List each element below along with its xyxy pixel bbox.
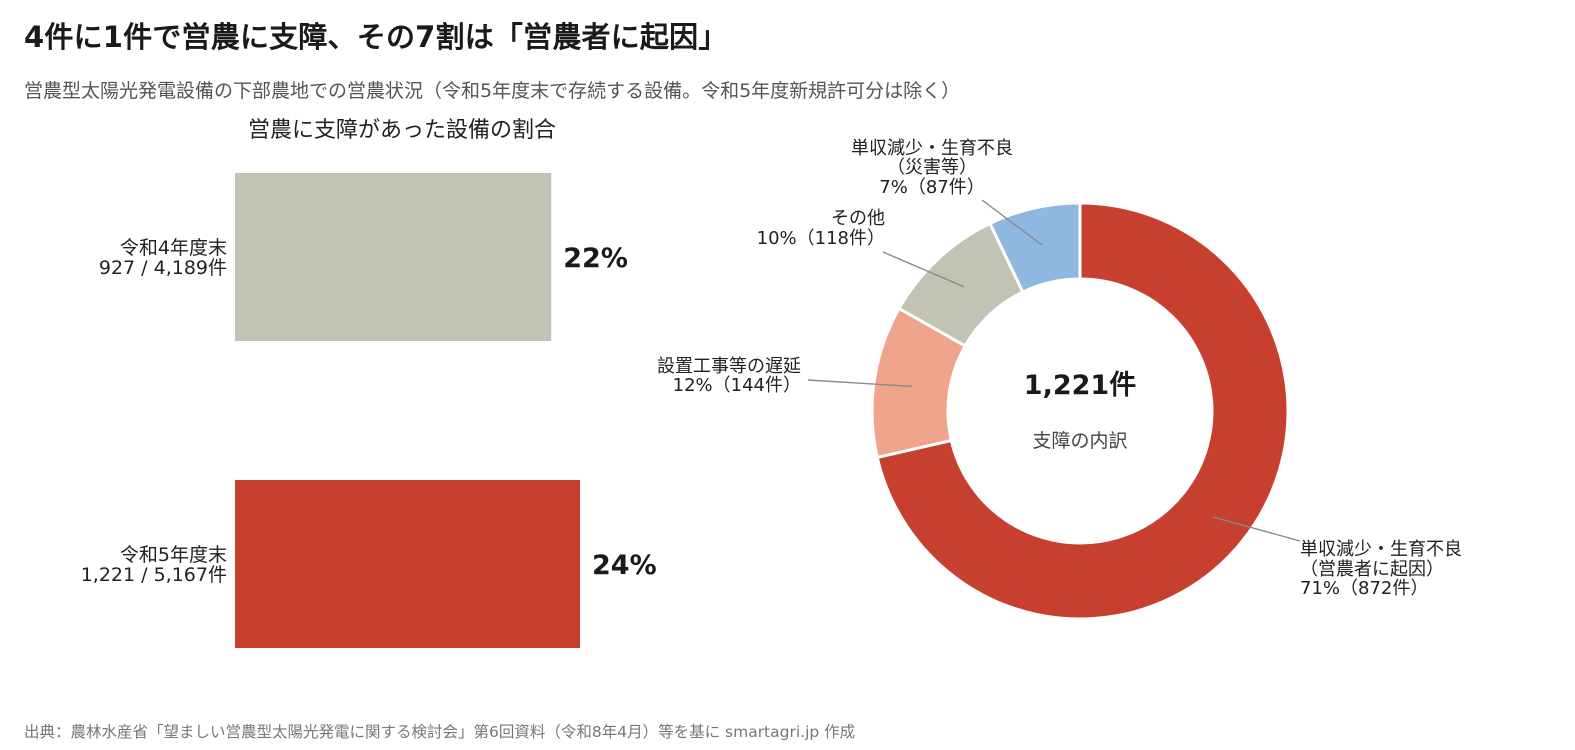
- donut-slice-label: 設置工事等の遅延: [657, 356, 801, 377]
- page-subtitle: 営農型太陽光発電設備の下部農地での営農状況（令和5年度末で存続する設備。令和5年…: [24, 80, 961, 102]
- bar-category-count: 1,221 / 5,167件: [81, 564, 227, 586]
- donut-slice: [987, 201, 1082, 295]
- donut-slice-label: その他: [831, 208, 885, 229]
- donut-center-label: 支障の内訳: [1032, 430, 1127, 452]
- page-title: 4件に1件で営農に支障、その7割は「営農者に起因」: [24, 20, 728, 54]
- leader-line: [807, 379, 912, 388]
- donut-slice: [875, 201, 1290, 621]
- donut-slice-label: （災害等）: [887, 157, 977, 178]
- donut-slice-label: 10%（118件）: [757, 228, 885, 249]
- donut-slice-label: 単収減少・生育不良: [1300, 539, 1462, 560]
- donut-slice-label: 71%（872件）: [1300, 578, 1428, 599]
- donut-slice-label: 7%（87件）: [879, 177, 984, 198]
- donut-slice-label: 12%（144件）: [673, 375, 801, 396]
- leader-line: [1212, 516, 1301, 542]
- bar-value-label: 24%: [592, 550, 657, 581]
- bar: [235, 173, 552, 341]
- bar-category-count: 927 / 4,189件: [99, 257, 227, 279]
- donut-slice-label: （営農者に起因）: [1300, 559, 1444, 580]
- leader-line: [981, 199, 1043, 246]
- bar-value-label: 22%: [563, 243, 628, 274]
- leader-line: [882, 251, 965, 288]
- donut-center-total: 1,221件: [1024, 370, 1136, 401]
- bar-category-label: 令和5年度末: [120, 544, 227, 566]
- bar-chart-title: 営農に支障があった設備の割合: [248, 118, 556, 143]
- bar-category-label: 令和4年度末: [120, 237, 227, 259]
- source-note: 出典：農林水産省「望ましい営農型太陽光発電に関する検討会」第6回資料（令和8年4…: [24, 723, 856, 741]
- donut-slice-label: 単収減少・生育不良: [851, 138, 1013, 159]
- bar: [235, 480, 580, 648]
